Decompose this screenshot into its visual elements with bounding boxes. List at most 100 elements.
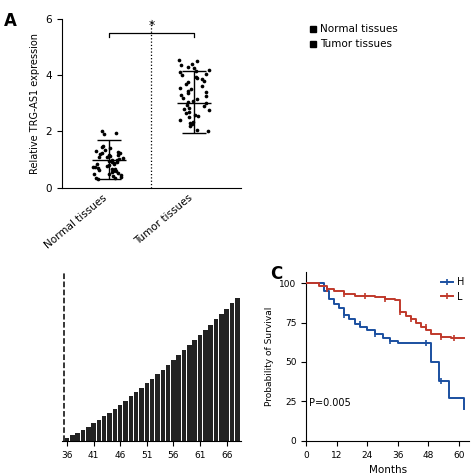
Point <box>200 77 208 85</box>
Point <box>92 174 100 182</box>
Point <box>193 126 201 134</box>
Point <box>90 163 97 171</box>
Point <box>180 105 188 113</box>
Bar <box>128 396 133 441</box>
Point <box>109 168 117 175</box>
Point <box>202 100 210 107</box>
Point <box>108 165 116 173</box>
Point <box>103 162 110 170</box>
Point <box>191 111 199 118</box>
Point <box>99 142 107 150</box>
Bar <box>214 319 219 441</box>
Bar <box>176 356 181 441</box>
Bar <box>139 388 144 441</box>
Point <box>95 164 102 172</box>
Point <box>112 165 119 173</box>
Point <box>194 112 202 120</box>
Bar <box>166 365 170 441</box>
Point <box>185 114 192 121</box>
Legend: H, L: H, L <box>441 277 465 302</box>
Point <box>119 155 127 162</box>
Point <box>93 161 100 168</box>
Point <box>176 117 184 124</box>
Bar <box>230 303 234 441</box>
Bar <box>192 340 197 441</box>
Y-axis label: Probability of Survival: Probability of Survival <box>264 307 273 406</box>
Point <box>185 104 193 111</box>
Point <box>186 119 193 127</box>
Point <box>116 149 123 157</box>
Point <box>193 95 201 103</box>
Point <box>110 159 118 167</box>
Point <box>109 158 116 165</box>
Point <box>113 129 120 137</box>
Point <box>90 170 98 177</box>
Point <box>112 167 120 174</box>
Point <box>105 162 112 169</box>
Bar <box>123 401 128 441</box>
Point <box>203 88 210 96</box>
Point <box>202 92 210 100</box>
Bar <box>235 298 239 441</box>
Bar <box>209 325 213 441</box>
Bar <box>198 335 202 441</box>
Bar <box>203 330 208 441</box>
Bar <box>224 309 229 441</box>
Point <box>192 67 200 75</box>
Point <box>176 56 183 64</box>
Point <box>106 152 114 160</box>
Point <box>96 153 103 161</box>
Point <box>109 156 116 164</box>
Point <box>105 151 113 158</box>
Bar <box>75 433 80 441</box>
Point <box>199 82 206 90</box>
Text: P=0.005: P=0.005 <box>309 398 350 408</box>
Bar <box>150 379 155 441</box>
Bar <box>102 416 107 441</box>
Bar <box>91 423 96 441</box>
Point <box>118 173 125 181</box>
Text: *: * <box>148 19 155 32</box>
Point <box>184 98 192 106</box>
Point <box>193 57 201 65</box>
Point <box>177 62 184 69</box>
Bar <box>70 436 74 441</box>
Point <box>105 157 113 165</box>
Point <box>190 118 197 126</box>
Point <box>198 76 206 83</box>
Point <box>182 109 190 117</box>
Bar <box>161 370 165 441</box>
Bar <box>64 438 69 441</box>
Point <box>205 107 212 114</box>
Point <box>189 97 197 104</box>
Point <box>201 102 208 110</box>
Bar <box>97 420 101 441</box>
Point <box>191 64 198 72</box>
Point <box>110 160 118 168</box>
Point <box>184 87 192 94</box>
Point <box>101 146 109 154</box>
Bar <box>219 314 224 441</box>
Point <box>113 159 120 166</box>
Point <box>202 70 210 78</box>
Point <box>99 128 106 135</box>
Point <box>185 108 192 116</box>
Bar <box>81 430 85 441</box>
Point <box>182 80 190 87</box>
Point <box>184 63 192 71</box>
Point <box>92 147 100 155</box>
Point <box>114 148 122 155</box>
Point <box>115 155 122 163</box>
Point <box>118 171 125 179</box>
Point <box>115 169 122 177</box>
Point <box>100 130 108 138</box>
Point <box>178 72 185 79</box>
Point <box>109 173 117 180</box>
Bar <box>118 405 122 441</box>
Bar <box>187 346 191 441</box>
Point <box>176 84 184 91</box>
Point <box>188 60 196 68</box>
Point <box>113 156 121 164</box>
X-axis label: Months: Months <box>369 465 407 474</box>
Bar <box>86 427 91 441</box>
